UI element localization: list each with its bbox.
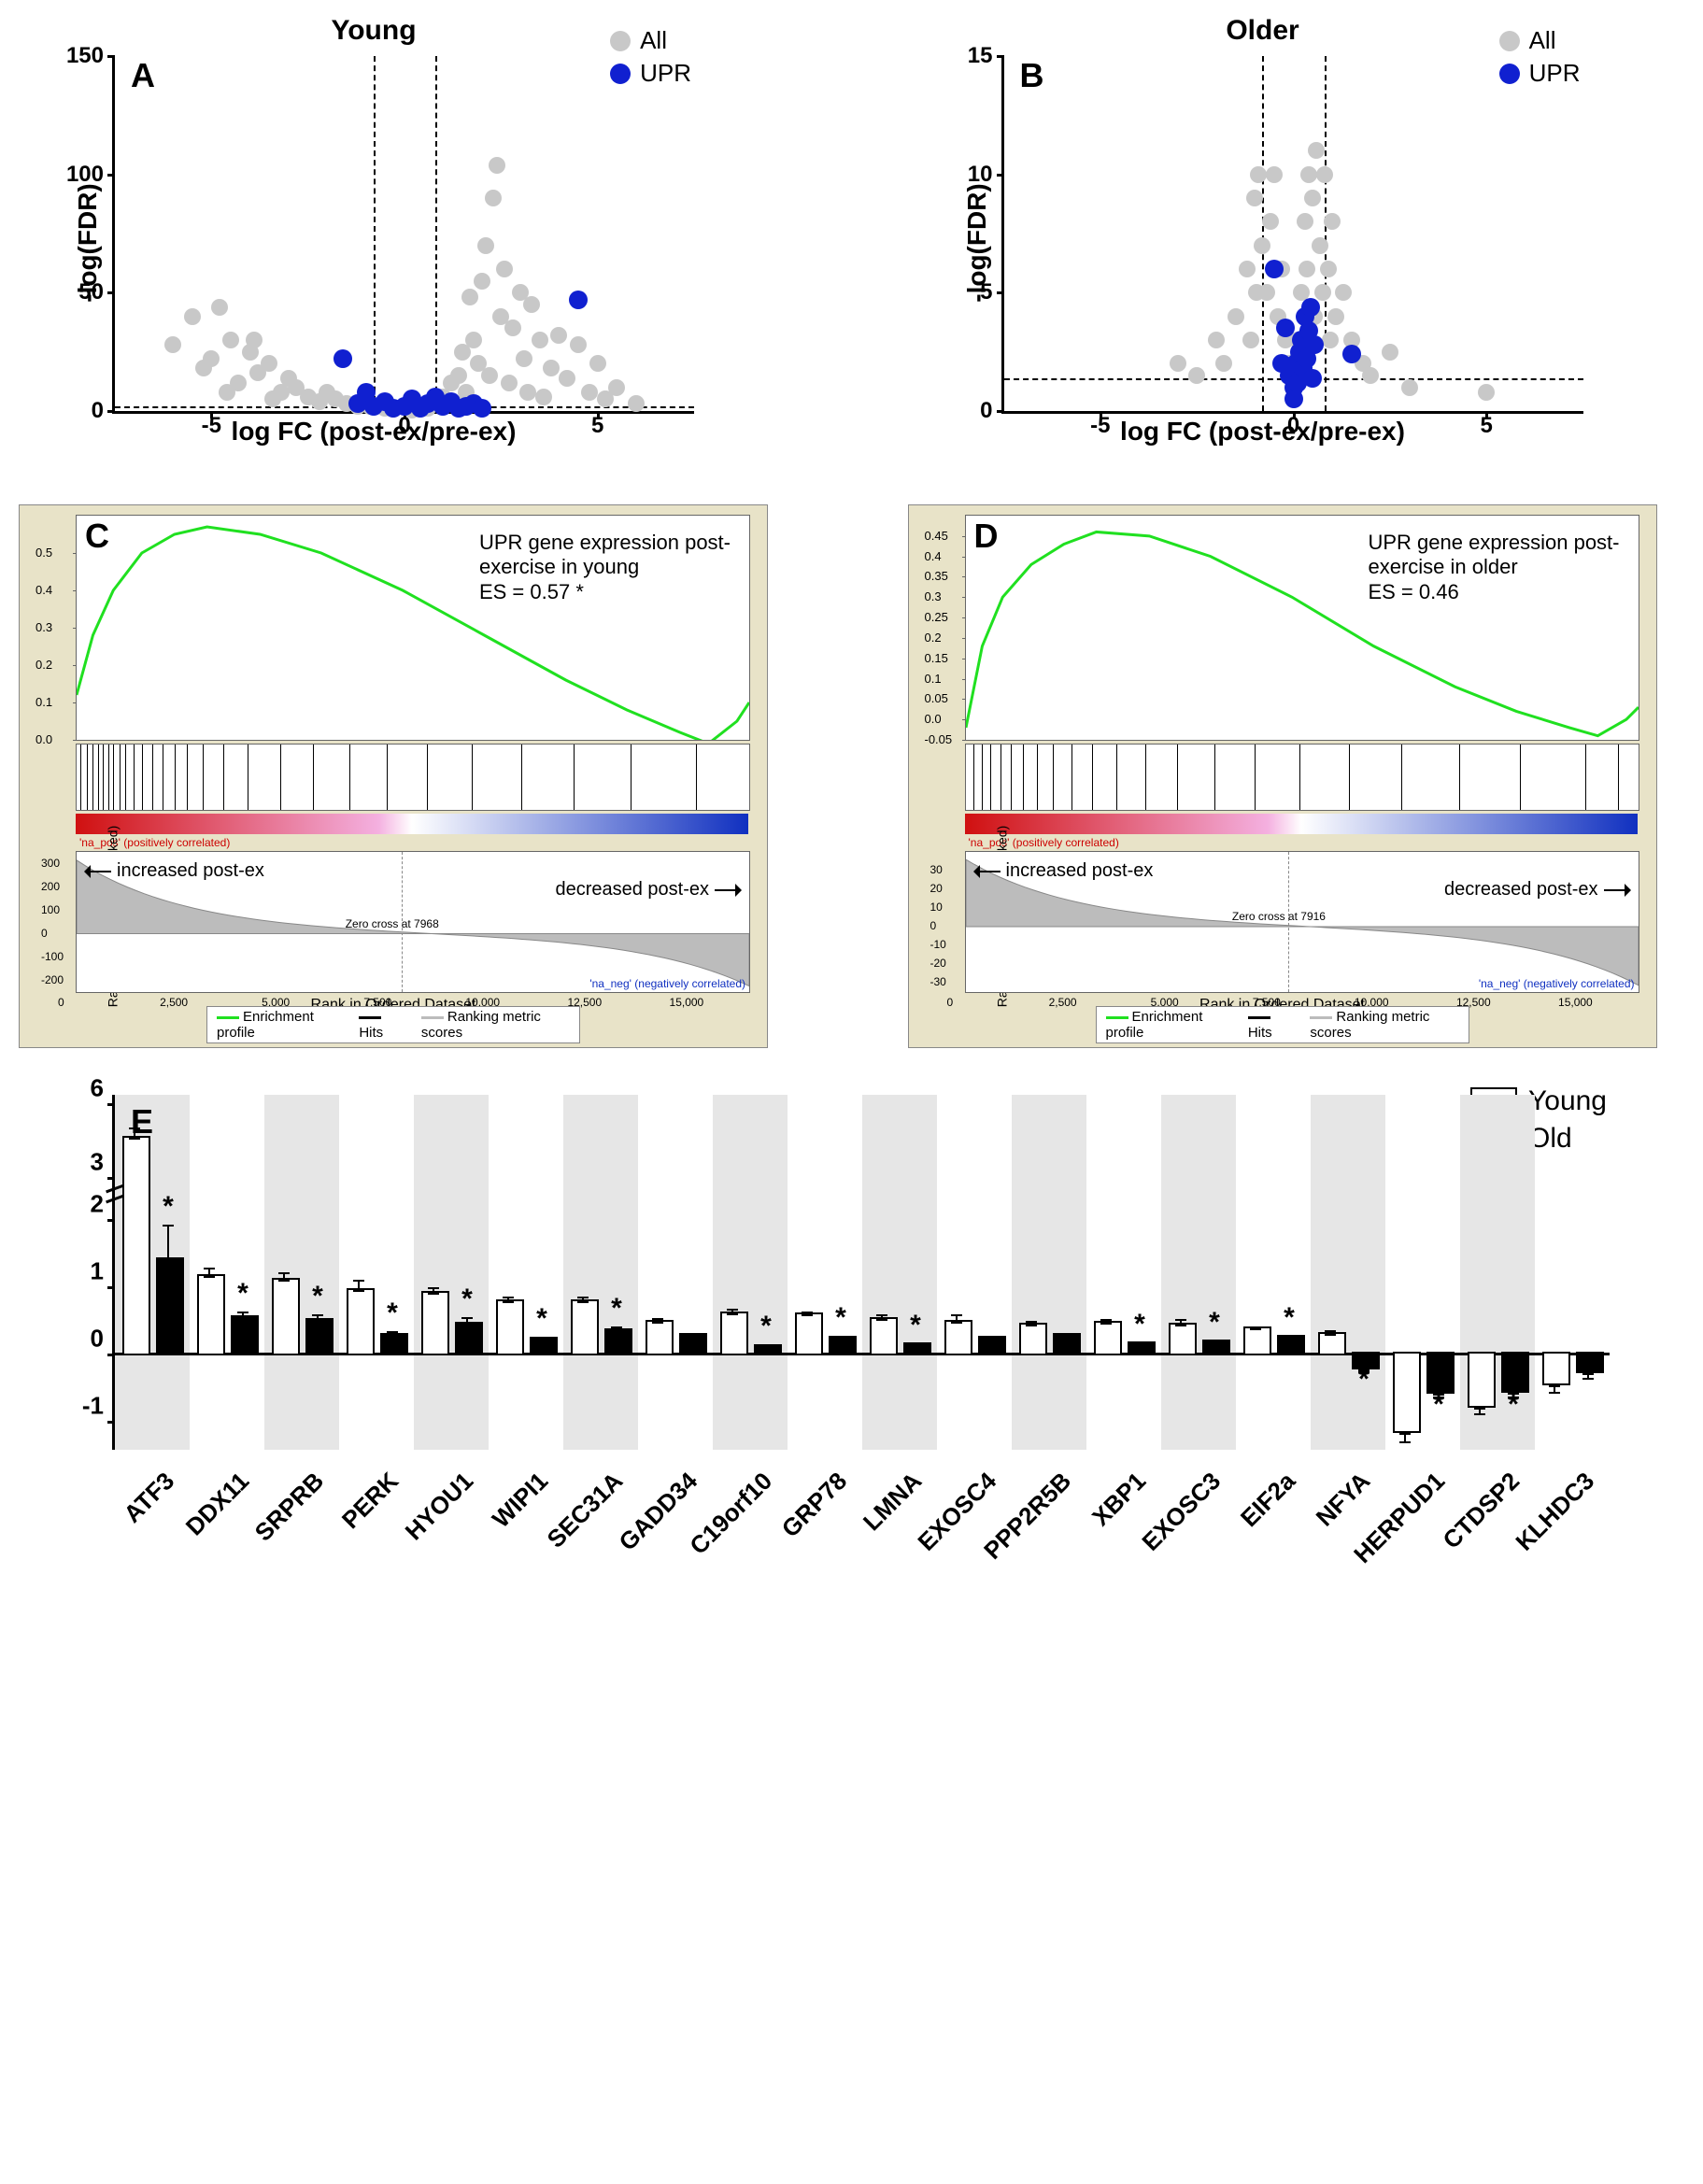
volcano-young: A Young All UPR -log(FDR) 050100150-505 … [19, 19, 729, 467]
panel-a-label: A [131, 56, 155, 95]
panel-e: Log Fold Change Young Old E -101236*ATF3… [19, 1085, 1644, 1683]
gsea-d-hits [965, 744, 1639, 811]
legend-all-dot [610, 31, 631, 51]
gsea-d-poslabel: 'na_pos' (positively correlated) [969, 836, 1119, 849]
legend-all-dot [1499, 31, 1520, 51]
gsea-c-heatmap [76, 814, 748, 834]
volcano-older: B Older All UPR -log(FDR) 051015-505 log… [908, 19, 1618, 467]
gsea-legend-enrichment: Enrichment profile [1106, 1009, 1231, 1041]
panel-e-label: E [131, 1102, 153, 1142]
panel-c: C Enrichment score (ES) UPR gene express… [19, 504, 833, 1048]
gsea-legend-c: Ranking metric scores [421, 1009, 541, 1041]
panel-b: B Older All UPR -log(FDR) 051015-505 log… [908, 19, 1703, 467]
panel-d: D Enrichment score (ES) UPR gene express… [908, 504, 1703, 1048]
panel-a-xlabel: log FC (post-ex/pre-ex) [232, 417, 517, 447]
gsea-legend-b: Hits [1248, 1025, 1272, 1041]
legend-all: All [610, 26, 691, 55]
gsea-legend-c: Ranking metric scores [1310, 1009, 1429, 1041]
gsea-c-poslabel: 'na_pos' (positively correlated) [79, 836, 230, 849]
panel-e-plot-area: -101236*ATF3*DDX11*SRPRB*PERK*HYOU1*WIPI… [112, 1095, 1610, 1450]
gsea-d-es-plot: UPR gene expression post- exercise in ol… [965, 515, 1639, 741]
gsea-legend-enrichment: Enrichment profile [217, 1009, 342, 1041]
gsea-c-es-plot: UPR gene expression post- exercise in yo… [76, 515, 750, 741]
gsea-c-legend: Enrichment profile Hits Ranking metric s… [206, 1006, 580, 1043]
gsea-legend-a: Enrichment profile [217, 1009, 314, 1041]
figure-grid: A Young All UPR -log(FDR) 050100150-505 … [19, 19, 1703, 1683]
panel-b-xlabel: log FC (post-ex/pre-ex) [1120, 417, 1405, 447]
panel-a: A Young All UPR -log(FDR) 050100150-505 … [19, 19, 833, 467]
legend-all: All [1499, 26, 1581, 55]
gsea-legend-hits: Hits [1248, 1009, 1294, 1041]
legend-all-label: All [640, 26, 667, 55]
gsea-legend-hits: Hits [359, 1009, 404, 1041]
gsea-legend-b: Hits [359, 1025, 383, 1041]
gsea-legend-ranking: Ranking metric scores [421, 1009, 570, 1041]
panel-c-label: C [85, 517, 109, 556]
gsea-legend-a: Enrichment profile [1106, 1009, 1203, 1041]
panel-a-plot-area: 050100150-505 [112, 56, 694, 414]
gsea-c-hits [76, 744, 750, 811]
gsea-older: D Enrichment score (ES) UPR gene express… [908, 504, 1657, 1048]
panel-d-label: D [974, 517, 999, 556]
gsea-young: C Enrichment score (ES) UPR gene express… [19, 504, 768, 1048]
panel-a-title: Young [331, 15, 416, 47]
legend-all-label: All [1529, 26, 1556, 55]
gsea-d-legend: Enrichment profile Hits Ranking metric s… [1096, 1006, 1469, 1043]
gsea-legend-ranking: Ranking metric scores [1310, 1009, 1458, 1041]
panel-b-plot-area: 051015-505 [1001, 56, 1583, 414]
gsea-d-heatmap [965, 814, 1638, 834]
panel-b-title: Older [1226, 15, 1299, 47]
panel-b-label: B [1020, 56, 1044, 95]
